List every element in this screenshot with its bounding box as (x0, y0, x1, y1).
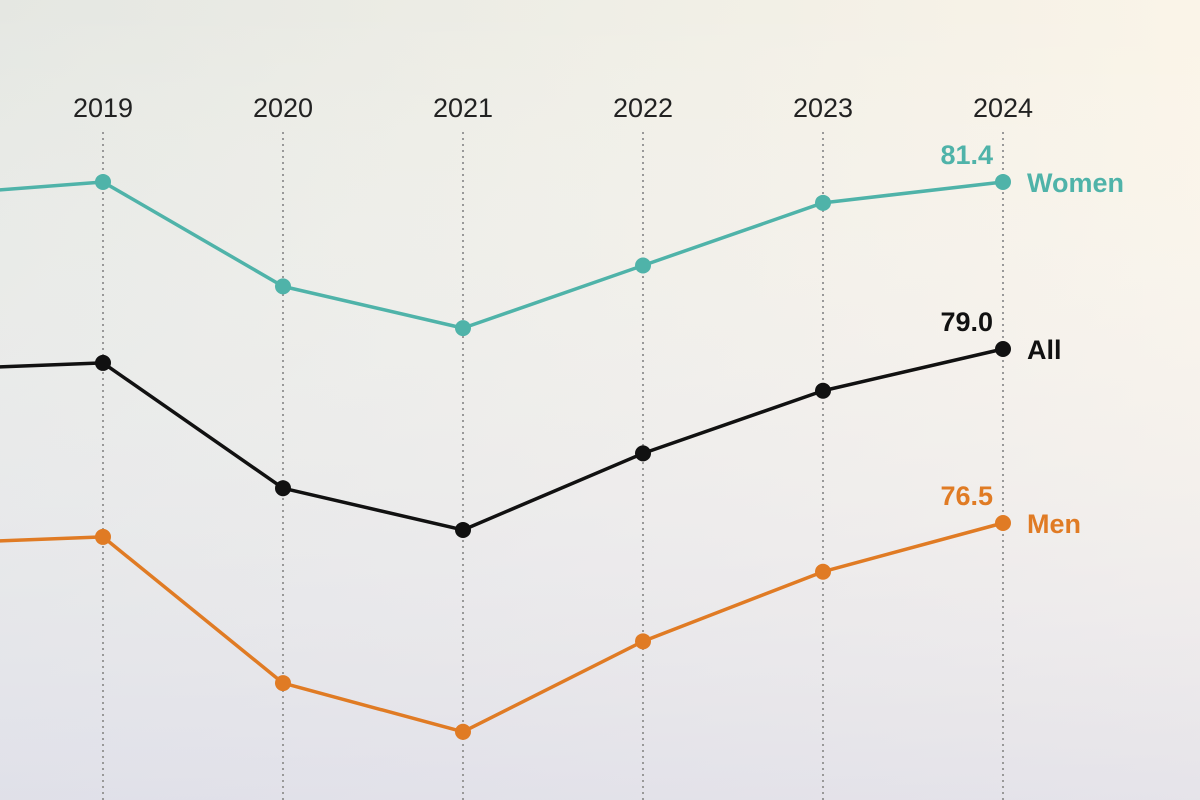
data-point-women-2022 (635, 257, 651, 274)
x-tick-label-2020: 2020 (253, 93, 313, 123)
data-point-all-2020 (275, 480, 291, 497)
legend-label-men: Men (1027, 509, 1081, 539)
x-tick-label-2022: 2022 (613, 93, 673, 123)
data-label-men-end: 76.5 (940, 481, 993, 511)
x-tick-label-2019: 2019 (73, 93, 133, 123)
data-point-men-2020 (275, 675, 291, 692)
x-tick-label-2024: 2024 (973, 93, 1033, 123)
data-point-all-2019 (95, 354, 111, 371)
data-label-all-end: 79.0 (940, 307, 993, 337)
data-point-all-2024 (995, 341, 1011, 357)
data-point-men-2022 (635, 633, 651, 650)
data-point-women-2021 (455, 320, 471, 337)
data-point-all-2023 (815, 382, 831, 399)
data-point-women-2020 (275, 278, 291, 295)
x-tick-label-2021: 2021 (433, 93, 493, 123)
data-point-women-2024 (995, 173, 1011, 190)
legend-label-women: Women (1027, 168, 1124, 198)
data-point-all-2022 (635, 445, 651, 462)
data-point-men-2019 (95, 528, 111, 545)
data-point-men-2021 (455, 723, 471, 740)
data-point-men-2023 (815, 563, 831, 580)
data-label-women-end: 81.4 (940, 140, 993, 170)
data-point-men-2024 (995, 515, 1011, 531)
data-point-women-2023 (815, 194, 831, 211)
data-point-all-2021 (455, 521, 471, 538)
legend-label-all: All (1027, 335, 1062, 365)
data-point-women-2019 (95, 173, 111, 190)
x-tick-label-2023: 2023 (793, 93, 853, 123)
